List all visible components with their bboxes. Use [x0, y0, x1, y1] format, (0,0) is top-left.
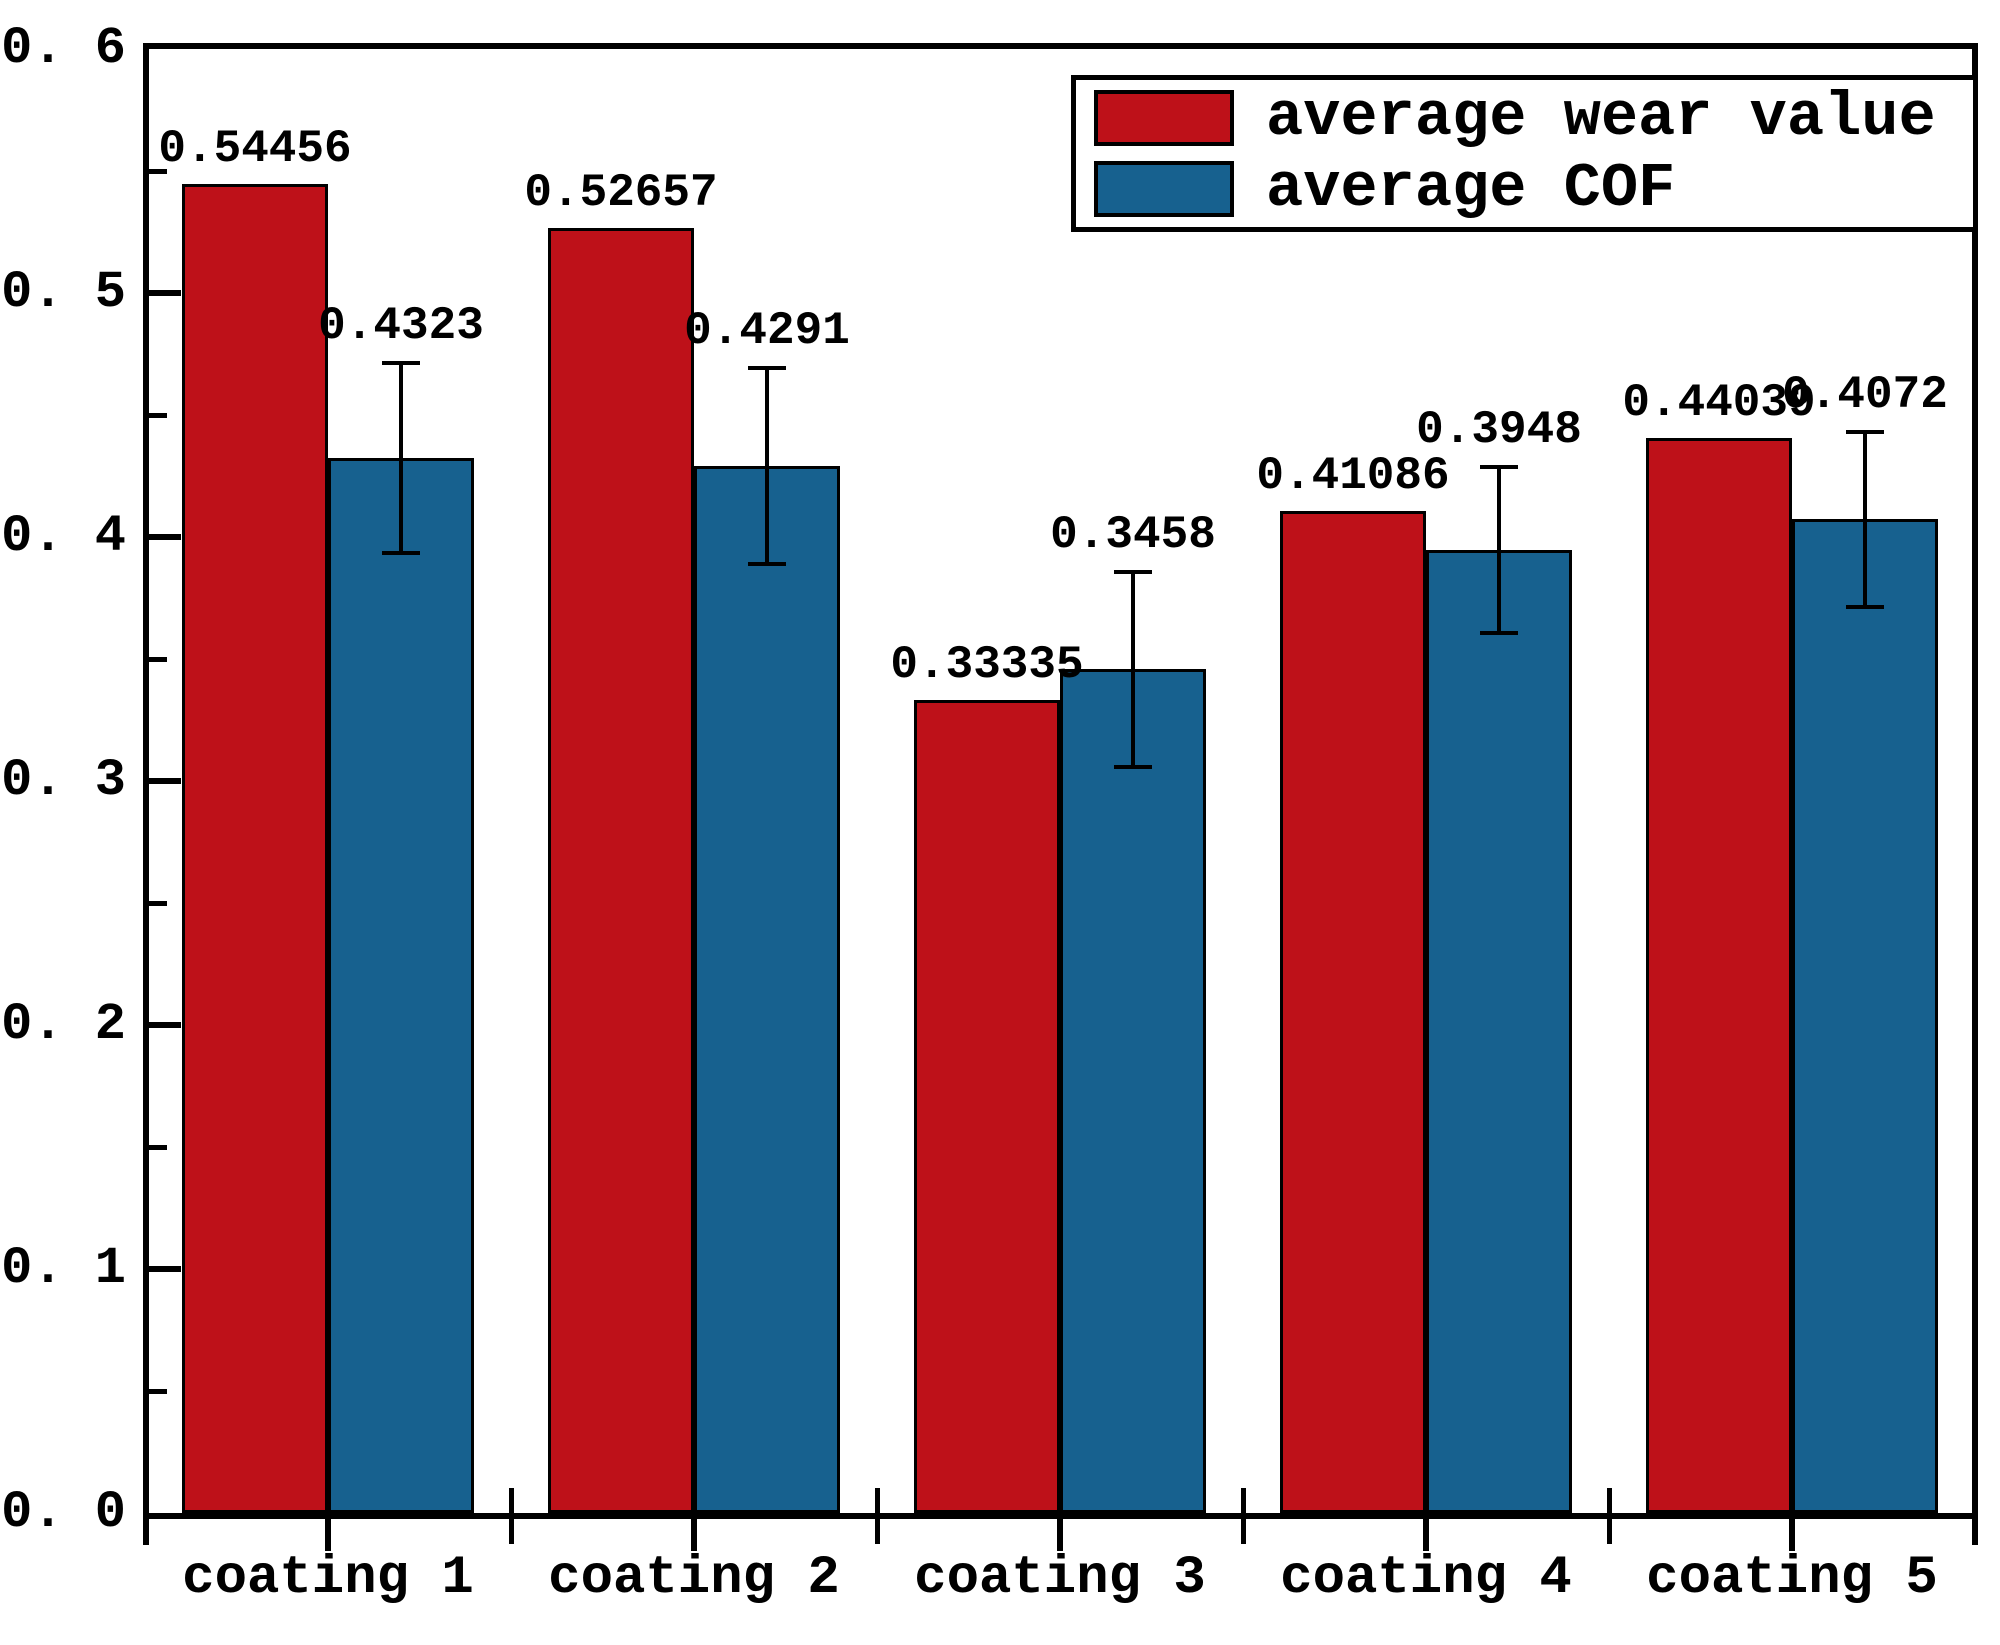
x-major-tick [1789, 1519, 1795, 1551]
x-tick-label: coating 2 [548, 1548, 840, 1609]
x-axis-left-stub [143, 1519, 149, 1545]
x-tick-label: coating 5 [1646, 1548, 1938, 1609]
x-major-tick [691, 1519, 697, 1551]
error-bar-cap-top [382, 361, 420, 366]
error-bar-cap-top [1480, 464, 1518, 469]
y-minor-tick [149, 1144, 167, 1150]
y-tick-label: 0. 4 [1, 507, 126, 566]
y-minor-tick [149, 412, 167, 418]
bar-wear-1 [182, 184, 328, 1513]
bar-value-label-wear: 0.44039 [1622, 377, 1816, 430]
error-bar-cap-top [748, 366, 786, 371]
y-tick-label: 0. 3 [1, 751, 126, 810]
error-bar-cap-bottom [1480, 630, 1518, 635]
bar-value-label-wear: 0.54456 [158, 123, 352, 176]
error-bar-line [1863, 431, 1867, 608]
x-tick-label: coating 1 [182, 1548, 474, 1609]
y-minor-tick [149, 900, 167, 906]
bar-wear-5 [1646, 438, 1792, 1513]
legend: average wear value average COF [1071, 75, 1978, 232]
error-bar-cap-bottom [1846, 605, 1884, 610]
x-tick-label: coating 4 [1280, 1548, 1572, 1609]
y-major-tick [149, 1266, 181, 1272]
error-bar-line [1131, 571, 1135, 767]
bar-cof-1 [328, 458, 474, 1513]
bar-value-label-cof: 0.3458 [1050, 508, 1216, 561]
x-major-tick [325, 1519, 331, 1551]
bar-wear-2 [548, 228, 694, 1513]
y-major-tick [149, 290, 181, 296]
error-bar-line [1497, 466, 1501, 633]
legend-label-cof: average COF [1266, 153, 1676, 224]
bar-value-label-wear: 0.33335 [890, 638, 1084, 691]
error-bar-cap-bottom [1114, 764, 1152, 769]
y-major-tick [149, 1022, 181, 1028]
x-boundary-tick [1240, 1488, 1246, 1544]
legend-item-cof: average COF [1094, 157, 1959, 221]
bar-cof-5 [1792, 519, 1938, 1513]
bar-value-label-cof: 0.4323 [318, 300, 484, 353]
legend-label-wear: average wear value [1266, 82, 1936, 153]
bar-value-label-cof: 0.3948 [1416, 403, 1582, 456]
error-bar-line [765, 368, 769, 564]
x-boundary-tick [508, 1488, 514, 1544]
bar-cof-4 [1426, 549, 1572, 1513]
x-axis-right-stub [1972, 1519, 1978, 1545]
x-tick-label: coating 3 [914, 1548, 1206, 1609]
x-boundary-tick [874, 1488, 880, 1544]
y-minor-tick [149, 1388, 167, 1394]
error-bar-cap-top [1846, 429, 1884, 434]
x-major-tick [1423, 1519, 1429, 1551]
plot-area: 0.54456 0.4323 0.52657 0.4291 0.33335 0.3458 0… [143, 43, 1978, 1519]
bar-value-label-wear: 0.41086 [1256, 449, 1450, 502]
y-minor-tick [149, 656, 167, 662]
error-bar-cap-bottom [382, 551, 420, 556]
bar-cof-2 [694, 466, 840, 1513]
y-major-tick [149, 534, 181, 540]
x-boundary-tick [1606, 1488, 1612, 1544]
y-tick-label: 0. 5 [1, 263, 126, 322]
y-tick-label: 0. 1 [1, 1239, 126, 1298]
bar-value-label-wear: 0.52657 [524, 167, 718, 220]
legend-swatch-cof [1094, 161, 1234, 217]
bar-cof-3 [1060, 669, 1206, 1513]
error-bar-line [399, 363, 403, 554]
error-bar-cap-bottom [748, 561, 786, 566]
y-major-tick [149, 778, 181, 784]
y-tick-label: 0. 2 [1, 995, 126, 1054]
y-tick-label: 0. 6 [1, 19, 126, 78]
bar-wear-3 [914, 699, 1060, 1513]
x-major-tick [1057, 1519, 1063, 1551]
y-tick-label: 0. 0 [1, 1483, 126, 1542]
bar-value-label-cof: 0.4072 [1782, 368, 1948, 421]
bar-value-label-cof: 0.4291 [684, 305, 850, 358]
y-minor-tick [149, 168, 167, 174]
legend-item-wear: average wear value [1094, 86, 1959, 150]
error-bar-cap-top [1114, 569, 1152, 574]
bar-wear-4 [1280, 510, 1426, 1513]
legend-swatch-wear [1094, 90, 1234, 146]
